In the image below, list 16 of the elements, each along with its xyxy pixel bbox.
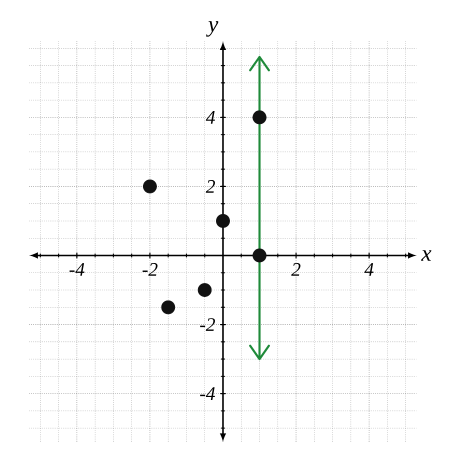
y-tick-label: 4 — [206, 111, 216, 124]
point — [143, 179, 158, 194]
point — [198, 283, 212, 297]
point — [252, 110, 267, 124]
y-axis-title: y — [206, 21, 218, 37]
x-axis-title: x — [421, 250, 432, 261]
x-tick-label: -2 — [142, 263, 158, 276]
x-tick-label: 4 — [364, 263, 374, 276]
point — [161, 300, 176, 314]
point — [252, 248, 267, 262]
x-tick-label: 2 — [291, 263, 301, 276]
y-tick-label: 2 — [206, 180, 216, 193]
y-tick-label: -4 — [200, 387, 216, 400]
y-tick-label: -2 — [200, 318, 216, 331]
x-tick-label: -4 — [70, 263, 85, 276]
point — [216, 214, 230, 228]
